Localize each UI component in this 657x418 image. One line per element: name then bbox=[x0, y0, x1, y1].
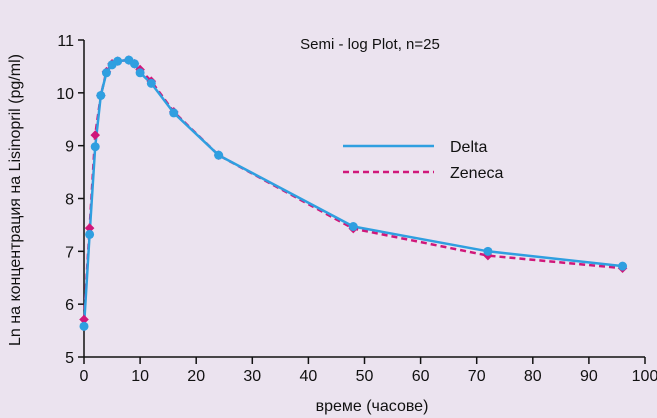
data-point-zeneca bbox=[90, 130, 101, 140]
y-axis-title: Ln на концентрация на Lisinopril (pg/ml) bbox=[7, 54, 24, 346]
data-point-zeneca bbox=[84, 223, 95, 233]
x-tick-label: 10 bbox=[131, 368, 149, 385]
data-point-delta bbox=[113, 56, 123, 66]
x-tick-label: 100 bbox=[632, 368, 657, 385]
data-point-delta bbox=[85, 229, 95, 239]
y-tick-label: 10 bbox=[56, 86, 74, 103]
x-tick-label: 0 bbox=[80, 368, 89, 385]
chart-title: Semi - log Plot, n=25 bbox=[300, 36, 440, 53]
legend-label-zeneca: Zeneca bbox=[450, 165, 503, 182]
x-tick-label: 20 bbox=[187, 368, 205, 385]
data-point-delta bbox=[79, 321, 89, 331]
legend: Delta Zeneca bbox=[343, 139, 503, 182]
data-point-delta bbox=[101, 68, 111, 78]
y-tick-label: 11 bbox=[57, 33, 74, 50]
y-tick-label: 8 bbox=[65, 192, 74, 209]
x-tick-label: 30 bbox=[243, 368, 261, 385]
data-point-delta bbox=[169, 108, 179, 118]
x-tick-label: 80 bbox=[524, 368, 542, 385]
legend-label-delta: Delta bbox=[450, 139, 487, 156]
y-tick-label: 6 bbox=[65, 297, 74, 314]
y-tick-label: 9 bbox=[65, 139, 74, 156]
data-point-delta bbox=[214, 150, 224, 160]
x-tick-label: 40 bbox=[300, 368, 318, 385]
x-tick-label: 60 bbox=[412, 368, 430, 385]
y-tick-label: 5 bbox=[65, 350, 74, 367]
data-point-delta bbox=[483, 246, 493, 256]
data-point-delta bbox=[146, 78, 156, 88]
data-point-delta bbox=[618, 261, 628, 271]
data-point-zeneca bbox=[79, 314, 89, 325]
data-point-delta bbox=[129, 59, 139, 69]
data-point-delta bbox=[96, 90, 106, 100]
x-tick-label: 90 bbox=[580, 368, 598, 385]
data-point-delta bbox=[135, 68, 145, 78]
x-tick-label: 50 bbox=[356, 368, 374, 385]
data-point-delta bbox=[90, 142, 100, 152]
series-layer bbox=[79, 55, 628, 331]
data-point-delta bbox=[348, 222, 358, 232]
y-tick-label: 7 bbox=[65, 244, 74, 261]
x-tick-label: 70 bbox=[468, 368, 486, 385]
axes: 5 6 7 8 9 10 11 0 10 20 30 40 50 60 70 80 90 100 bbox=[56, 33, 657, 385]
x-axis-title: време (часове) bbox=[316, 398, 429, 415]
